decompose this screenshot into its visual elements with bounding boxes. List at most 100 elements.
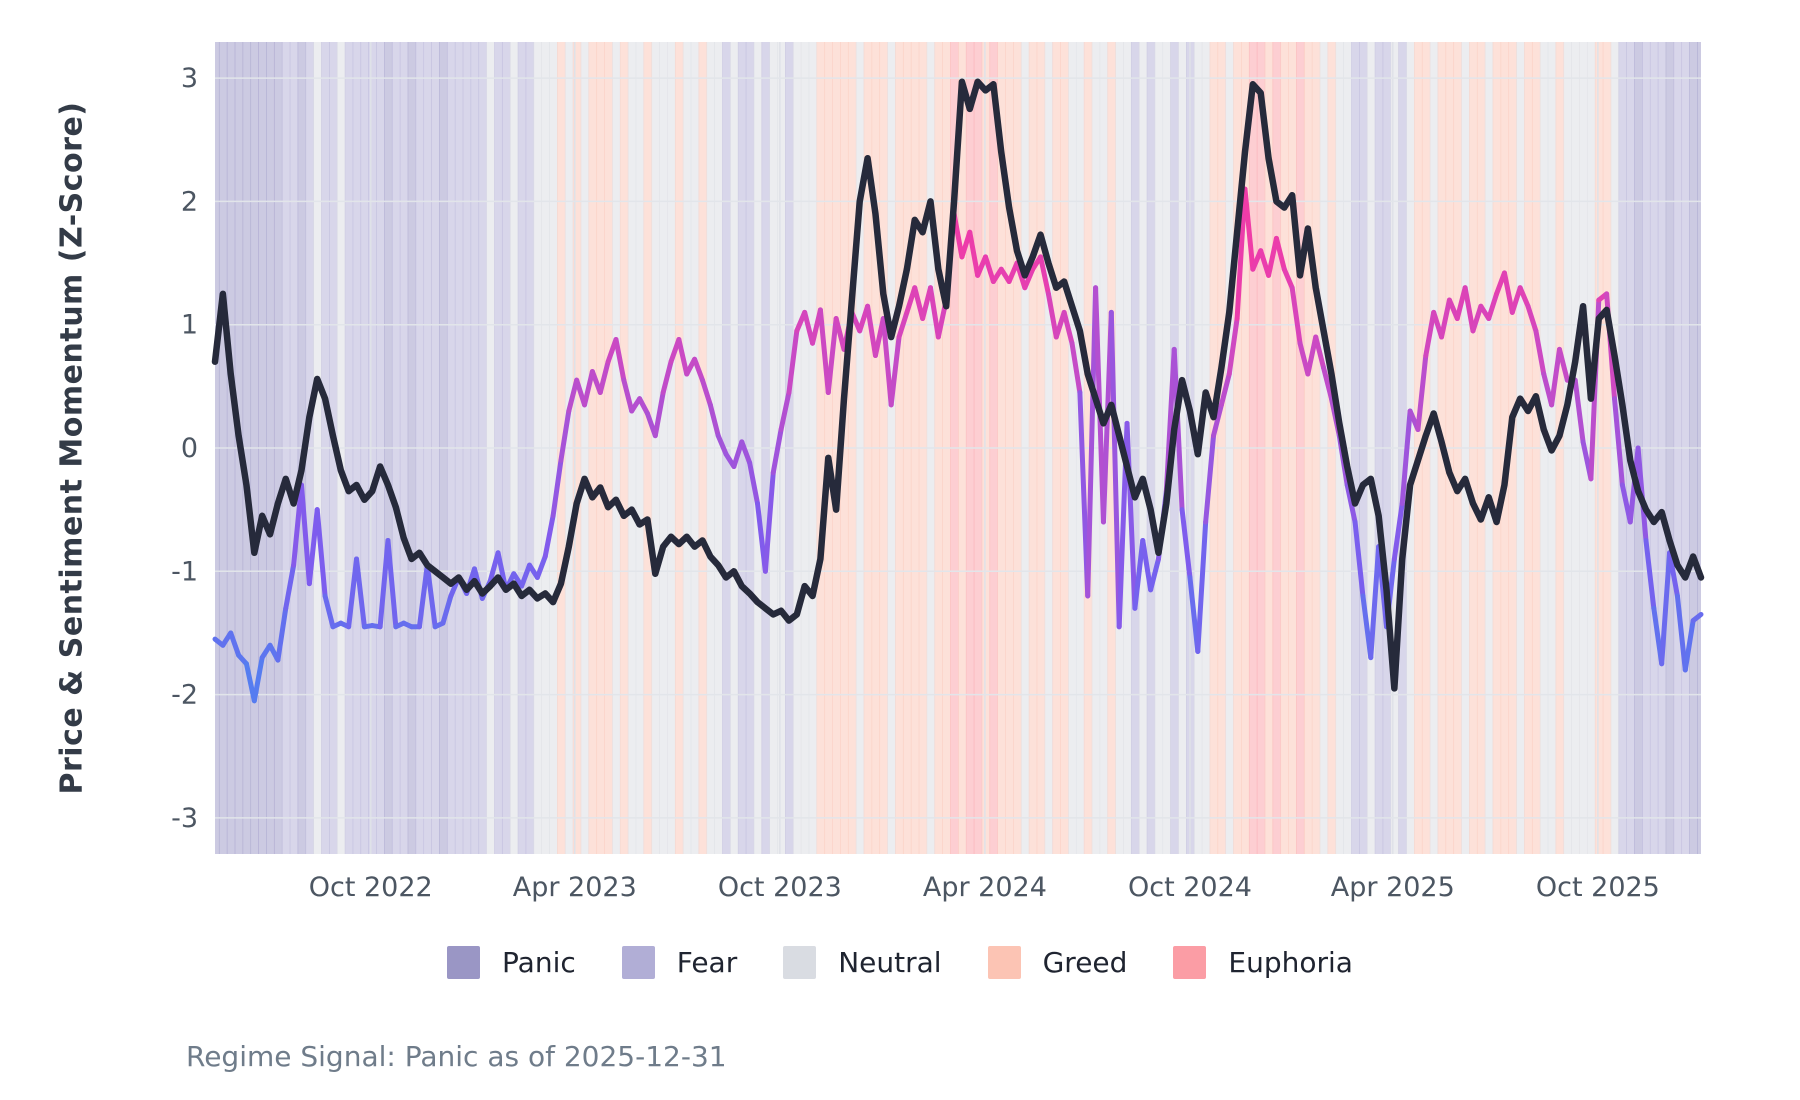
sentiment-line-segment bbox=[1022, 266, 1036, 291]
sentiment-line-segment bbox=[1218, 371, 1232, 408]
sentiment-line-segment bbox=[346, 556, 360, 630]
legend-label-greed: Greed bbox=[1042, 946, 1128, 979]
sentiment-line-segment bbox=[1226, 316, 1240, 377]
sentiment-line-segment bbox=[1242, 186, 1256, 272]
legend-label-panic: Panic bbox=[502, 946, 576, 979]
sentiment-line-segment bbox=[880, 316, 894, 408]
sentiment-line-segment bbox=[1321, 365, 1334, 402]
y-tick-label: 2 bbox=[181, 186, 198, 217]
sentiment-line-segment bbox=[519, 562, 532, 589]
sentiment-line-segment bbox=[637, 396, 650, 416]
sentiment-line-segment bbox=[621, 377, 635, 414]
sentiment-line-segment bbox=[1313, 334, 1327, 371]
sentiment-line-segment bbox=[1549, 346, 1562, 408]
sentiment-line-segment bbox=[1682, 618, 1696, 673]
sentiment-line-segment bbox=[1415, 353, 1429, 433]
sentiment-line-segment bbox=[251, 655, 265, 704]
sentiment-line-segment bbox=[896, 309, 910, 340]
sentiment-line-segment bbox=[778, 390, 792, 433]
y-tick-label: -1 bbox=[171, 556, 198, 587]
legend-item-greed[interactable]: Greed bbox=[987, 946, 1128, 979]
sentiment-line-segment bbox=[1517, 285, 1531, 309]
sentiment-line-segment bbox=[1038, 254, 1051, 297]
sentiment-line-segment bbox=[597, 359, 611, 396]
sentiment-line-segment bbox=[440, 593, 454, 626]
sentiment-line-segment bbox=[542, 513, 556, 560]
legend-item-fear[interactable]: Fear bbox=[621, 946, 738, 979]
legend-item-euphoria[interactable]: Euphoria bbox=[1173, 946, 1353, 979]
sentiment-line-segment bbox=[613, 336, 627, 383]
sentiment-line-segment bbox=[707, 402, 721, 439]
y-tick-label: 1 bbox=[181, 310, 198, 341]
sentiment-line-segment bbox=[731, 439, 745, 469]
sentiment-line-segment bbox=[1612, 396, 1625, 488]
sentiment-line-segment bbox=[1667, 550, 1680, 599]
sentiment-line-segment bbox=[1470, 303, 1484, 334]
sentiment-line-segment bbox=[566, 377, 580, 414]
y-tick-label: 3 bbox=[181, 63, 198, 94]
sentiment-line-segment bbox=[1266, 235, 1279, 278]
sentiment-line-segment bbox=[699, 377, 713, 408]
sentiment-line-segment bbox=[967, 229, 981, 278]
sentiment-line-segment bbox=[1509, 285, 1523, 315]
sentiment-line-segment bbox=[1501, 270, 1515, 315]
legend-item-panic[interactable]: Panic bbox=[447, 946, 576, 979]
sentiment-line-segment bbox=[762, 470, 776, 574]
sentiment-line-segment bbox=[1690, 611, 1704, 624]
sentiment-line-segment bbox=[1439, 297, 1452, 340]
sentiment-line-segment bbox=[1234, 186, 1248, 322]
fear-swatch-icon bbox=[621, 946, 655, 979]
sentiment-line-segment bbox=[1289, 285, 1303, 346]
sentiment-line-segment bbox=[377, 537, 391, 630]
sentiment-line-segment bbox=[1179, 507, 1193, 580]
legend-item-neutral[interactable]: Neutral bbox=[783, 946, 942, 979]
x-tick-label: Apr 2024 bbox=[923, 872, 1047, 903]
sentiment-line-segment bbox=[739, 439, 753, 466]
sentiment-line-segment bbox=[1486, 291, 1500, 322]
sentiment-line-segment bbox=[676, 336, 690, 377]
chart-canvas[interactable]: Oct 2022 Apr 2023 Oct 2023 Apr 2024 Oct 2024… bbox=[0, 0, 1800, 930]
sentiment-line-segment bbox=[1045, 291, 1059, 340]
sentiment-line-segment bbox=[1140, 537, 1154, 593]
sentiment-line-segment bbox=[912, 285, 926, 322]
sentiment-line-segment bbox=[1352, 519, 1366, 599]
panic-swatch-icon bbox=[447, 946, 481, 979]
legend-label-neutral: Neutral bbox=[838, 946, 942, 979]
sentiment-line-segment bbox=[1643, 537, 1657, 611]
sentiment-line-segment bbox=[1423, 309, 1437, 359]
sentiment-line-segment bbox=[1061, 309, 1075, 346]
legend-label-fear: Fear bbox=[676, 946, 738, 979]
euphoria-swatch-icon bbox=[1173, 946, 1207, 979]
y-tick-label: 0 bbox=[181, 433, 198, 464]
sentiment-line-segment bbox=[817, 307, 831, 396]
sentiment-line-segment bbox=[1368, 544, 1382, 661]
x-tick-label: Oct 2025 bbox=[1536, 872, 1660, 903]
x-tick-label: Oct 2023 bbox=[718, 872, 842, 903]
x-tick-label: Apr 2025 bbox=[1331, 872, 1455, 903]
neutral-swatch-icon bbox=[783, 946, 817, 979]
sentiment-line-segment bbox=[927, 285, 941, 340]
sentiment-line-segment bbox=[1556, 346, 1570, 383]
sentiment-line-segment bbox=[1273, 235, 1287, 272]
y-tick-label: -3 bbox=[171, 803, 198, 834]
x-tick-label: Apr 2023 bbox=[513, 872, 637, 903]
sentiment-line-segment bbox=[385, 537, 399, 630]
sentiment-line-segment bbox=[558, 408, 572, 463]
sentiment-line-segment bbox=[550, 457, 564, 519]
regime-signal-note: Regime Signal: Panic as of 2025-12-31 bbox=[186, 1040, 727, 1073]
greed-swatch-icon bbox=[987, 946, 1021, 979]
sentiment-line-segment bbox=[652, 390, 666, 439]
sentiment-line-segment bbox=[1344, 482, 1358, 525]
price-momentum-line bbox=[211, 78, 1705, 692]
sentiment-line-segment bbox=[865, 303, 878, 359]
sentiment-line-segment bbox=[1674, 593, 1688, 673]
sentiment-line-segment bbox=[1195, 519, 1209, 654]
sentiment-line-segment bbox=[298, 482, 312, 587]
y-tick-label: -2 bbox=[171, 680, 198, 711]
sentiment-line-segment bbox=[1525, 303, 1539, 334]
sentiment-line-segment bbox=[1305, 334, 1319, 377]
sentiment-line-segment bbox=[424, 562, 438, 630]
sentiment-line-segment bbox=[786, 328, 800, 396]
sentiment-line-segment bbox=[314, 507, 328, 599]
